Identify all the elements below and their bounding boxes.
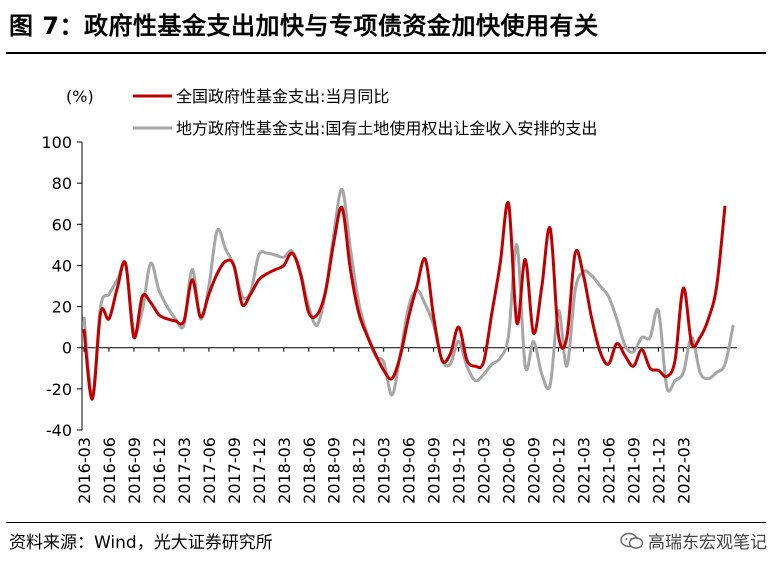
y-tick-label: 80: [52, 174, 72, 193]
legend-label-local: 地方政府性基金支出:国有土地使用权出让金收入安排的支出: [176, 119, 597, 138]
x-tick-label: 2018-06: [300, 437, 319, 504]
x-tick-label: 2016-12: [150, 437, 169, 504]
x-tick-label: 2017-03: [175, 437, 194, 504]
y-tick-label: 0: [62, 339, 72, 358]
x-tick-label: 2016-06: [100, 437, 119, 504]
wechat-icon: [620, 532, 644, 549]
series-line-local: [82, 187, 735, 397]
watermark-text: 高瑞东宏观笔记: [648, 533, 767, 553]
x-tick-label: 2020-12: [550, 437, 569, 504]
x-tick-label: 2019-12: [450, 437, 469, 504]
x-tick-label: 2019-03: [375, 437, 394, 504]
x-tick-label: 2021-09: [624, 437, 643, 504]
title-divider: [6, 52, 766, 54]
chart-title: 图 7：政府性基金支出加快与专项债资金加快使用有关: [9, 12, 599, 40]
x-tick-label: 2018-12: [350, 437, 369, 504]
y-tick-label: -40: [46, 421, 72, 440]
x-tick-label: 2021-03: [574, 437, 593, 504]
x-tick-label: 2018-09: [325, 437, 344, 504]
y-tick-label: 20: [52, 298, 72, 317]
y-axis-unit: (%): [66, 87, 94, 106]
y-tick-label: 40: [52, 256, 72, 275]
watermark: 高瑞东宏观笔记: [620, 528, 767, 553]
x-tick-label: 2016-03: [75, 437, 94, 504]
y-tick-label: 60: [52, 215, 72, 234]
series-line-national: [82, 201, 727, 401]
x-tick-label: 2020-03: [475, 437, 494, 504]
x-tick-label: 2016-09: [125, 437, 144, 504]
x-tick-label: 2017-09: [225, 437, 244, 504]
source-note: 资料来源：Wind，光大证券研究所: [9, 533, 273, 553]
x-tick-label: 2018-03: [275, 437, 294, 504]
x-tick-label: 2021-12: [649, 437, 668, 504]
legend-label-national: 全国政府性基金支出:当月同比: [176, 87, 389, 106]
x-tick-label: 2019-09: [425, 437, 444, 504]
footer-divider: [6, 522, 766, 523]
x-tick-label: 2020-06: [500, 437, 519, 504]
y-tick-label: 100: [41, 133, 72, 152]
x-tick-label: 2022-03: [674, 437, 693, 504]
x-tick-label: 2017-06: [200, 437, 219, 504]
x-tick-label: 2017-12: [250, 437, 269, 504]
y-tick-label: -20: [46, 380, 72, 399]
x-tick-label: 2021-06: [599, 437, 618, 504]
x-tick-label: 2020-09: [525, 437, 544, 504]
x-tick-label: 2019-06: [400, 437, 419, 504]
